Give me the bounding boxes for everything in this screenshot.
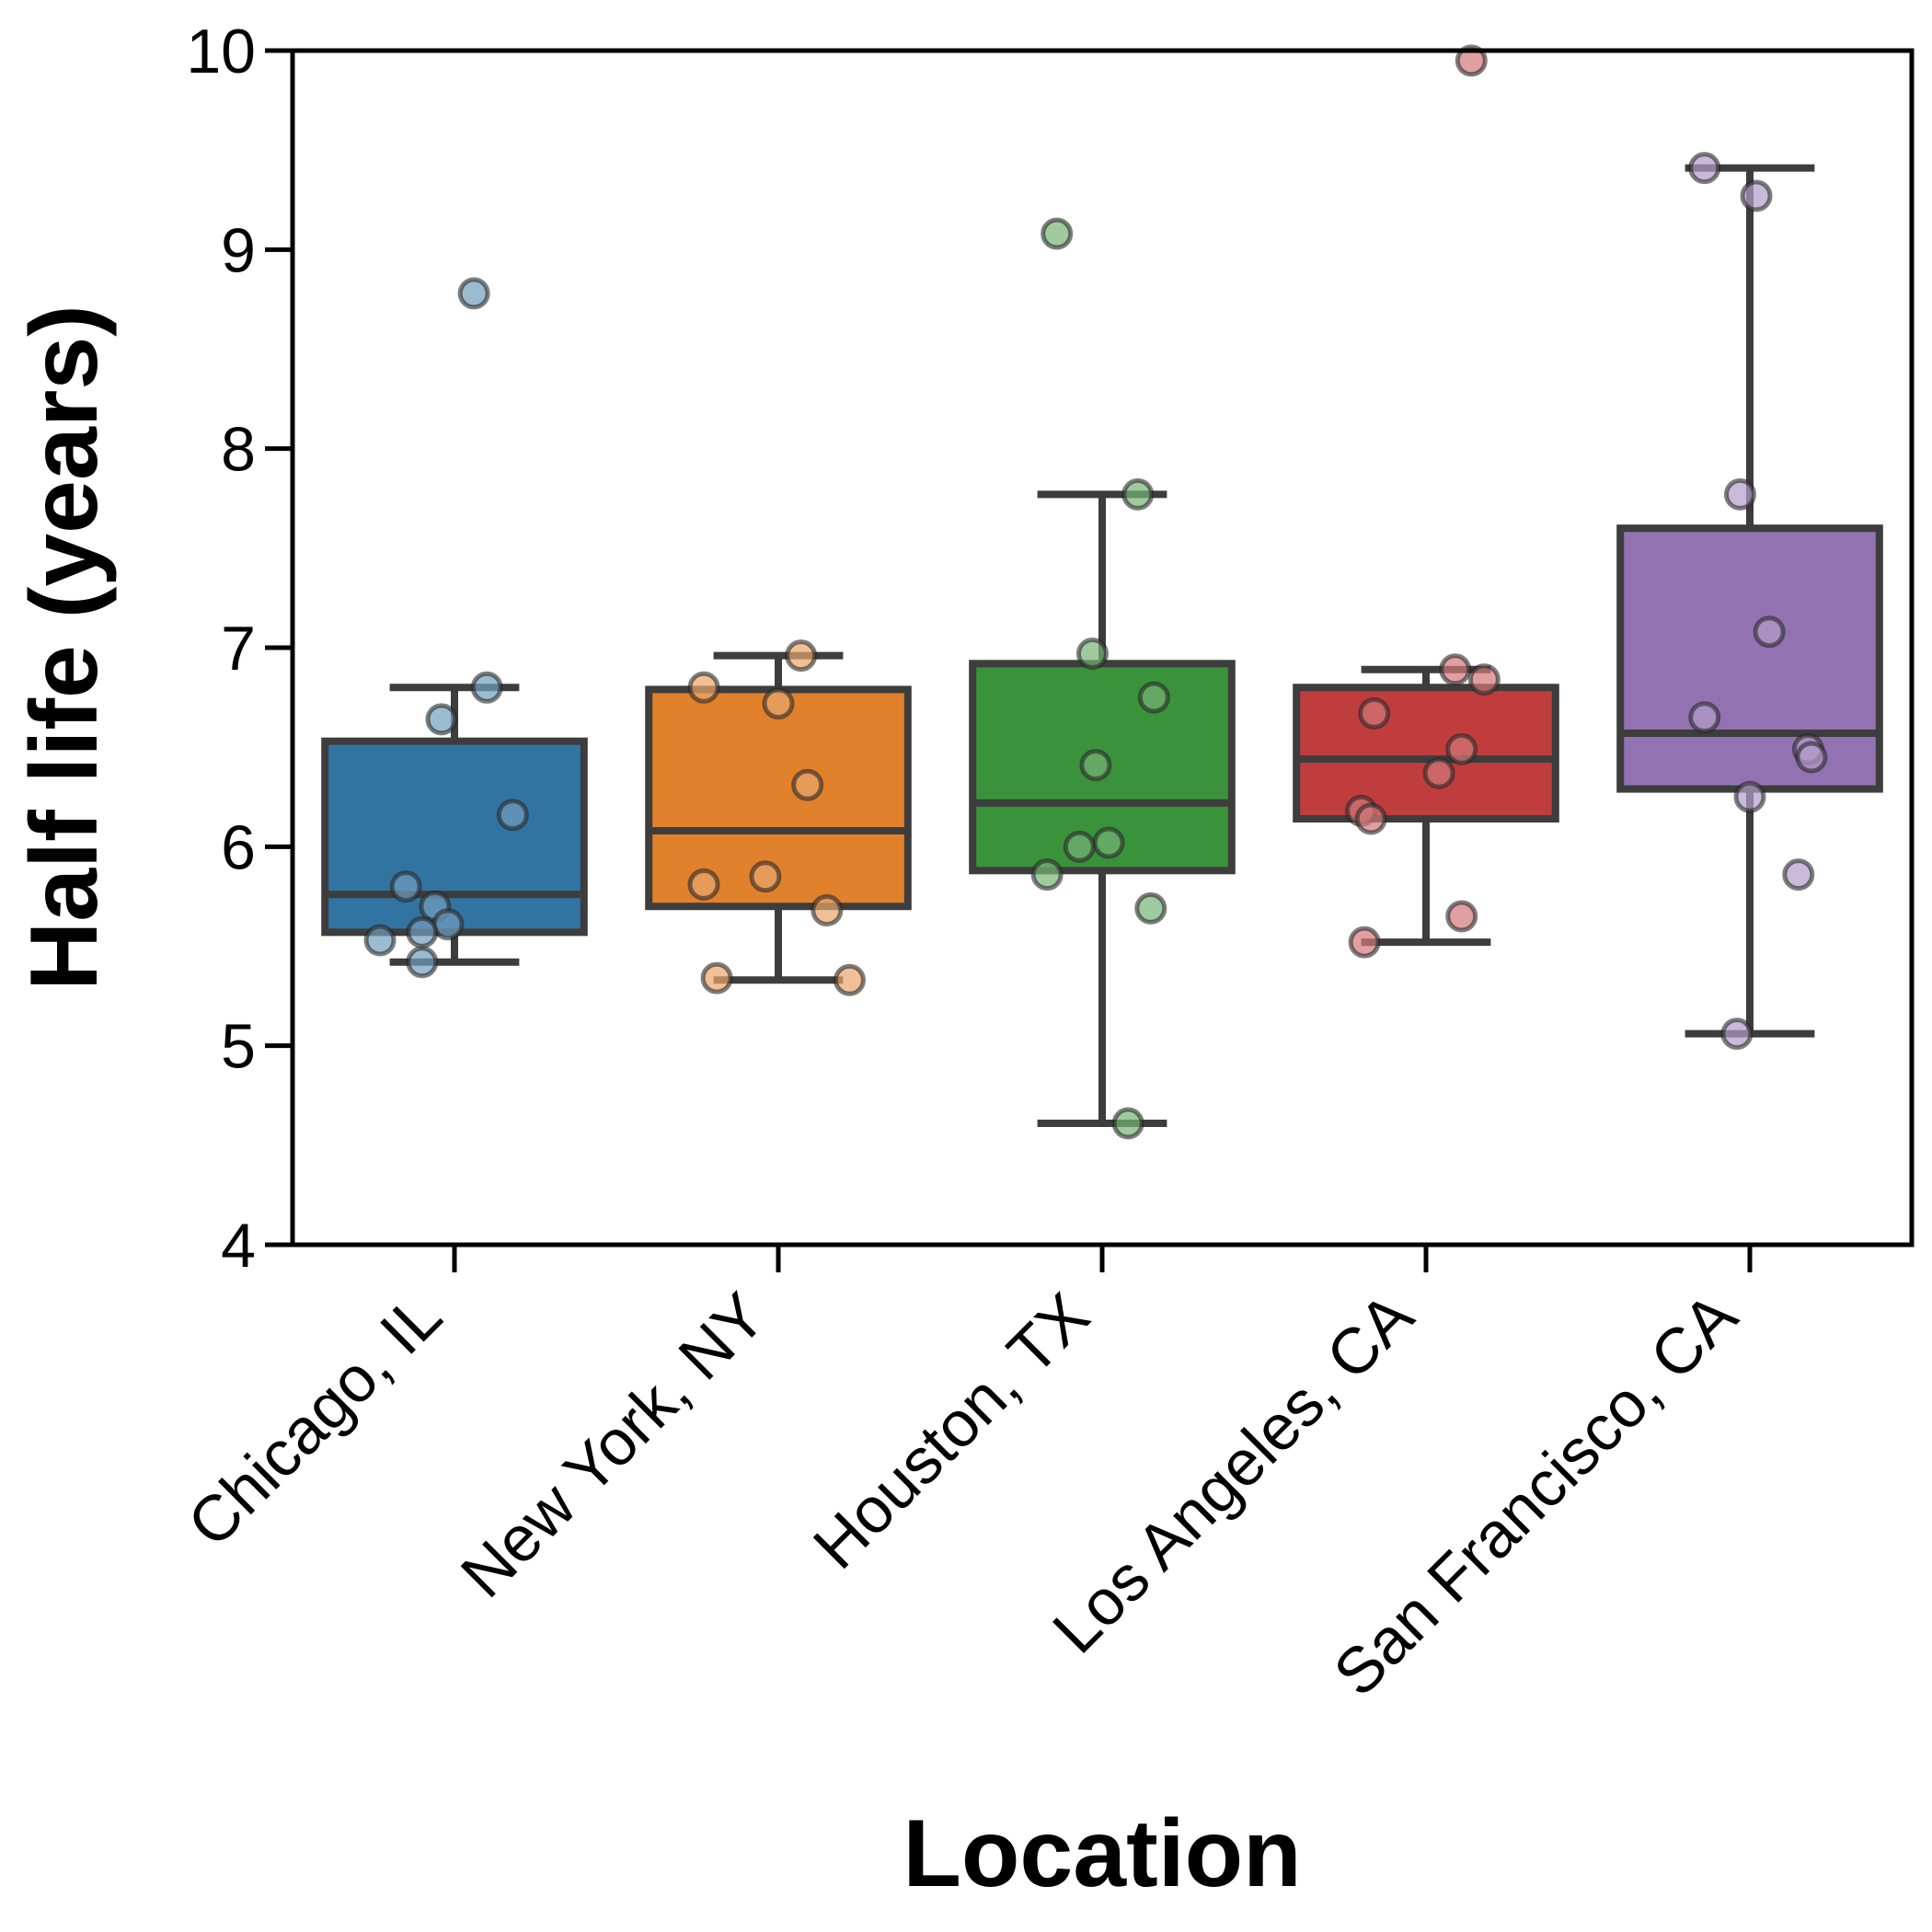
data-point <box>363 924 397 957</box>
data-point <box>406 915 439 949</box>
y-axis-title: Half life (years) <box>11 305 118 991</box>
data-point <box>1445 732 1478 765</box>
box-1 <box>645 651 912 984</box>
data-point <box>1439 653 1472 686</box>
y-tick-label: 6 <box>221 812 256 882</box>
y-tick-label: 10 <box>186 17 256 86</box>
data-point <box>1733 780 1766 813</box>
box-body <box>1616 524 1883 793</box>
data-point <box>1782 858 1815 891</box>
data-point <box>470 671 503 704</box>
box-body <box>1293 684 1559 823</box>
y-tick-label: 8 <box>221 415 256 485</box>
data-point <box>749 860 782 893</box>
data-point <box>1795 741 1828 774</box>
x-tick-label: Houston, TX <box>799 1279 1102 1581</box>
data-point <box>1688 701 1721 734</box>
data-point <box>700 961 733 995</box>
data-point <box>833 963 866 996</box>
data-point <box>687 868 720 901</box>
data-point <box>1723 477 1756 511</box>
box-3 <box>1293 665 1559 947</box>
data-point <box>496 799 529 832</box>
y-tick-label: 9 <box>221 215 256 285</box>
data-point <box>785 639 818 673</box>
box-0 <box>321 684 588 966</box>
data-point <box>1137 681 1170 714</box>
x-tick-label: Los Angeles, CA <box>1039 1279 1426 1666</box>
data-point <box>406 946 439 979</box>
y-tick-label: 5 <box>221 1012 256 1082</box>
data-point <box>1030 858 1064 891</box>
x-tick-label: New York, NY <box>447 1279 779 1611</box>
data-point <box>431 908 465 941</box>
box-2 <box>969 490 1236 1128</box>
data-point <box>1422 756 1455 789</box>
data-point <box>1348 926 1381 959</box>
data-point <box>1358 696 1391 730</box>
data-point <box>1740 179 1773 213</box>
data-point <box>389 870 422 903</box>
data-point <box>1121 477 1155 511</box>
data-point <box>1455 44 1488 77</box>
data-point <box>1092 826 1125 859</box>
data-point <box>687 671 720 704</box>
data-point <box>457 277 490 310</box>
data-point <box>1445 900 1478 933</box>
box-4 <box>1616 164 1883 1038</box>
data-point <box>1467 663 1501 696</box>
x-tick-label: Chicago, IL <box>174 1279 455 1560</box>
data-point <box>1079 749 1112 782</box>
data-point <box>1688 152 1721 185</box>
data-point <box>1063 830 1096 863</box>
data-point <box>1720 1018 1754 1051</box>
data-point <box>791 768 824 801</box>
y-axis: 4 5 6 7 8 9 10 <box>186 17 293 1281</box>
x-axis-title: Location <box>903 1800 1301 1907</box>
box-body <box>321 737 588 937</box>
y-tick-label: 4 <box>221 1211 256 1281</box>
data-point <box>811 894 844 927</box>
data-point <box>425 703 458 736</box>
points-layer <box>363 44 1828 1140</box>
data-point <box>1134 891 1167 925</box>
data-point <box>1041 217 1074 250</box>
data-point <box>1111 1107 1144 1140</box>
data-point <box>1075 637 1109 670</box>
data-point <box>762 687 795 720</box>
data-point <box>1753 615 1786 649</box>
box-body <box>645 685 912 911</box>
data-point <box>1354 802 1387 835</box>
y-tick-label: 7 <box>221 614 256 684</box>
